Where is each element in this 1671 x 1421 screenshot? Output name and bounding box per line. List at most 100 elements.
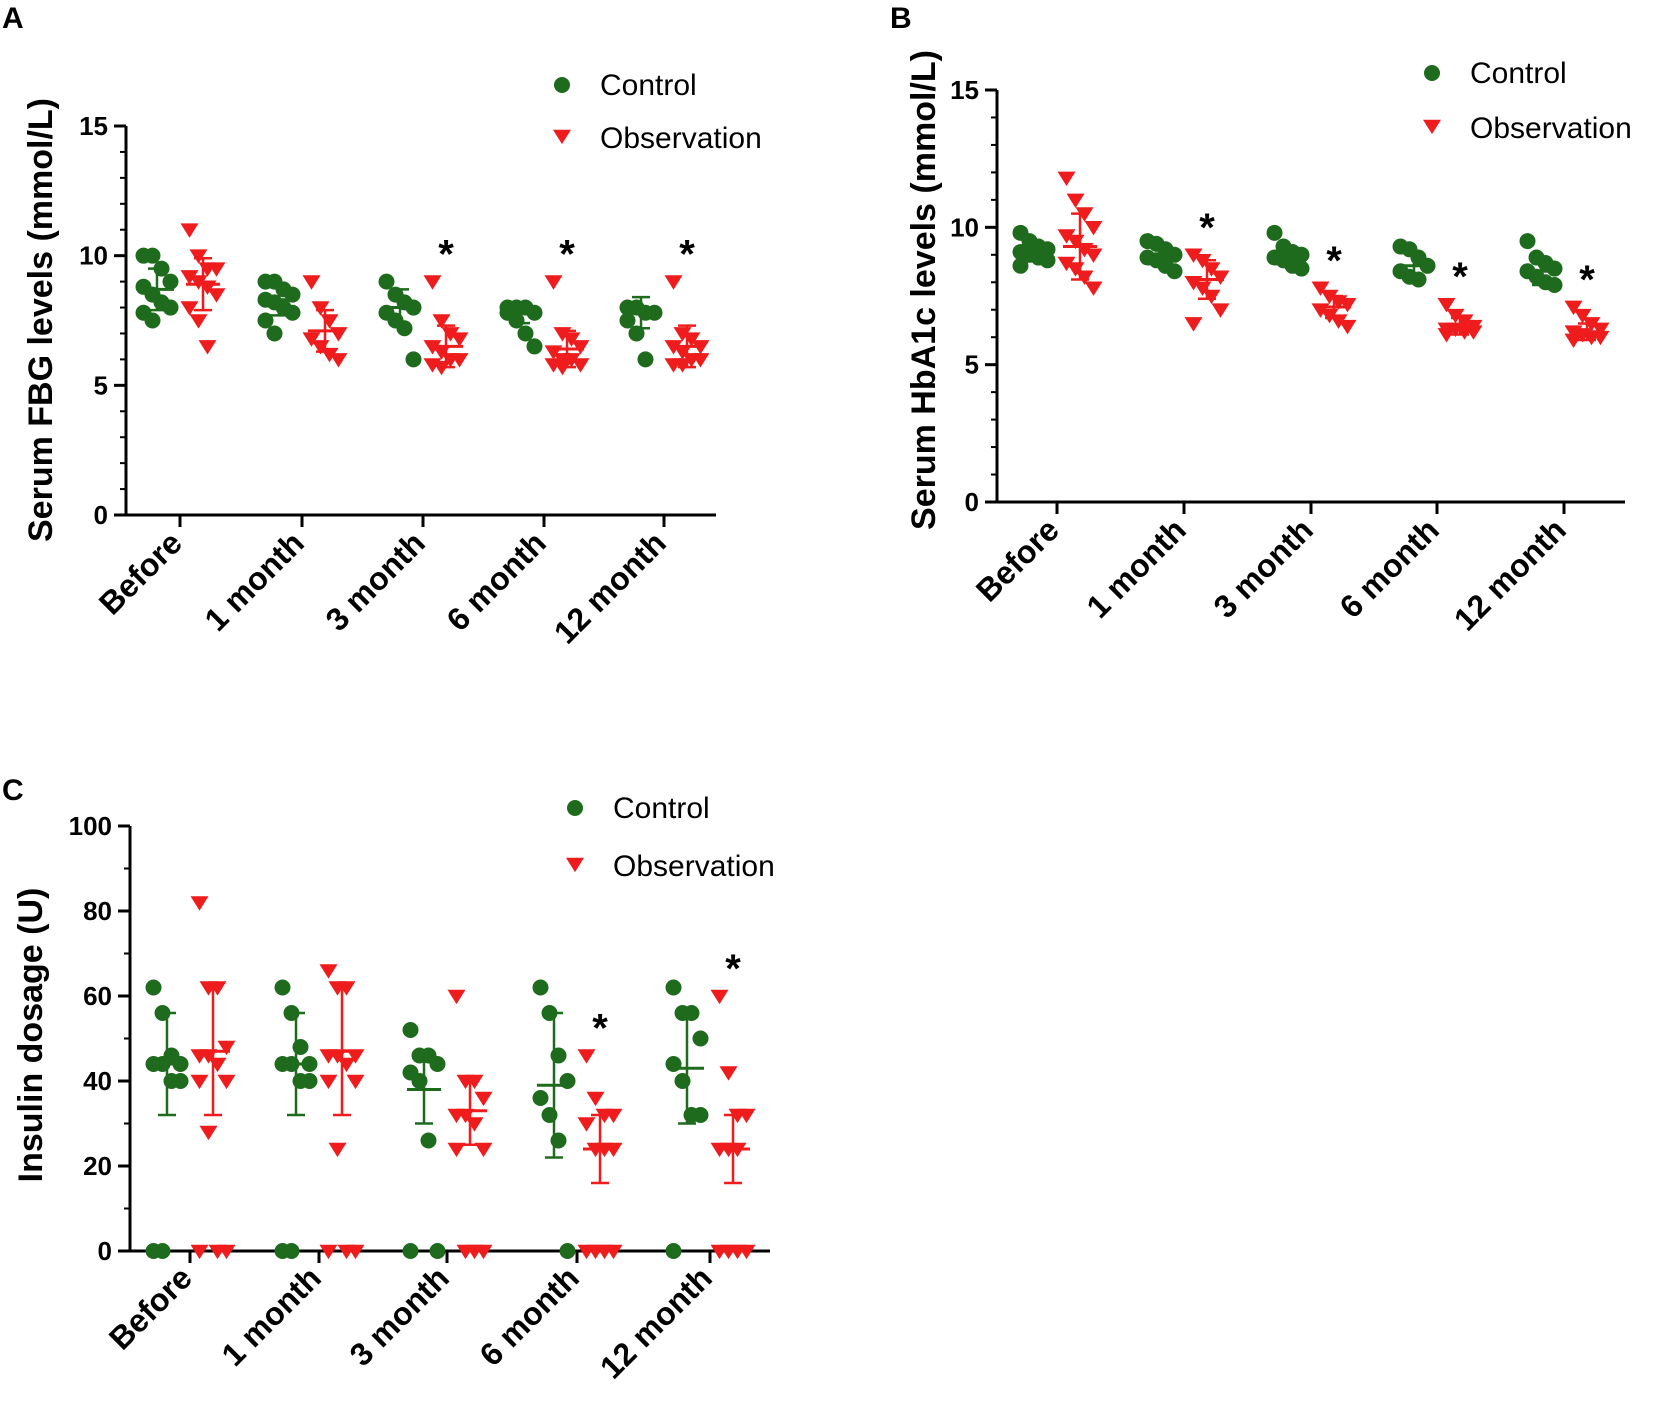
significance-star: *	[592, 1007, 608, 1051]
y-tick-label: 40	[83, 1066, 112, 1096]
data-point	[189, 314, 208, 329]
data-point	[450, 332, 469, 347]
x-tick-label: 6 month	[473, 1259, 586, 1372]
data-point	[508, 312, 525, 329]
legend-observation-marker	[1423, 119, 1441, 135]
y-tick-label: 20	[83, 1151, 112, 1181]
data-point	[432, 314, 451, 329]
data-point	[1066, 193, 1085, 208]
data-point	[1184, 317, 1203, 332]
data-point	[1419, 257, 1436, 274]
data-point	[692, 1107, 709, 1123]
data-point	[559, 1243, 576, 1259]
data-point	[737, 1108, 756, 1124]
data-point	[283, 1243, 300, 1259]
data-point	[1202, 262, 1221, 277]
data-point	[619, 312, 636, 329]
legend-control-label: Control	[613, 792, 710, 825]
data-point	[208, 981, 227, 996]
data-point	[405, 351, 422, 368]
data-point	[710, 989, 729, 1005]
legend-control-label: Control	[1470, 57, 1567, 90]
data-point	[1329, 314, 1348, 329]
data-point	[283, 1056, 300, 1072]
data-point	[328, 1142, 347, 1158]
data-point	[1546, 260, 1563, 277]
data-point	[1057, 229, 1076, 244]
data-point	[683, 1005, 700, 1021]
data-point	[1084, 248, 1103, 263]
data-point	[526, 338, 543, 355]
data-point	[1564, 333, 1583, 349]
data-point	[1084, 281, 1103, 296]
data-point	[532, 979, 549, 996]
data-point	[337, 1057, 356, 1073]
x-tick-label: 1 month	[215, 1259, 328, 1372]
data-point	[604, 1142, 623, 1158]
legend-control-label: Control	[600, 69, 697, 102]
data-point	[553, 327, 572, 342]
data-point	[665, 1056, 682, 1072]
y-tick-label: 0	[94, 500, 108, 530]
data-point	[162, 273, 179, 290]
data-point	[284, 304, 301, 321]
x-tick-label: 12 month	[1447, 511, 1573, 637]
data-point	[198, 280, 217, 295]
x-tick-label: 3 month	[1207, 511, 1320, 624]
data-point	[1012, 257, 1029, 274]
data-point	[577, 1049, 596, 1064]
data-point	[153, 260, 170, 277]
data-point	[411, 1073, 428, 1089]
data-point	[604, 1108, 623, 1124]
data-point	[456, 1108, 475, 1124]
legend-observation-marker	[566, 857, 584, 873]
data-point	[532, 1090, 549, 1106]
x-tick-label: Before	[969, 511, 1066, 608]
data-point	[1075, 207, 1094, 222]
data-point	[1320, 289, 1339, 305]
series-observation	[190, 896, 756, 1260]
data-point	[691, 353, 710, 368]
data-point	[311, 301, 330, 316]
data-point	[664, 340, 683, 355]
x-tick-label: 1 month	[1080, 511, 1193, 624]
y-tick-label: 15	[79, 111, 108, 141]
data-point	[420, 1132, 437, 1149]
data-point	[544, 345, 563, 360]
significance-star: *	[679, 233, 695, 277]
data-point	[266, 325, 283, 342]
data-point	[691, 340, 710, 355]
data-point	[1166, 263, 1183, 280]
data-point	[1166, 246, 1183, 263]
data-point	[172, 1073, 189, 1089]
data-point	[402, 1022, 419, 1038]
data-point	[302, 275, 321, 290]
data-point	[423, 275, 442, 290]
chart-panel-a: A 0 5 10 15 Serum FBG levels (mmol/L) Before 1 …	[2, 2, 762, 651]
data-point	[429, 1243, 446, 1259]
panel-letter: C	[2, 774, 24, 807]
data-point	[198, 340, 217, 355]
data-point	[692, 1030, 709, 1047]
data-point	[180, 223, 199, 238]
data-point	[474, 1142, 493, 1158]
data-point	[1075, 270, 1094, 285]
data-point	[378, 273, 395, 290]
data-point	[637, 351, 654, 368]
data-point	[320, 347, 339, 363]
significance-star: *	[1199, 206, 1215, 250]
data-point	[1564, 300, 1583, 316]
legend-observation-label: Observation	[1470, 112, 1632, 145]
data-point	[208, 1057, 227, 1073]
data-point	[474, 1091, 493, 1107]
y-tick-label: 100	[69, 811, 112, 841]
data-point	[1591, 330, 1610, 346]
data-point	[1546, 277, 1563, 294]
data-point	[450, 353, 469, 368]
data-point	[320, 314, 339, 329]
data-point	[441, 327, 460, 342]
significance-star: *	[1452, 255, 1468, 299]
data-point	[544, 275, 563, 290]
data-point	[189, 249, 208, 264]
data-point	[665, 1243, 682, 1259]
